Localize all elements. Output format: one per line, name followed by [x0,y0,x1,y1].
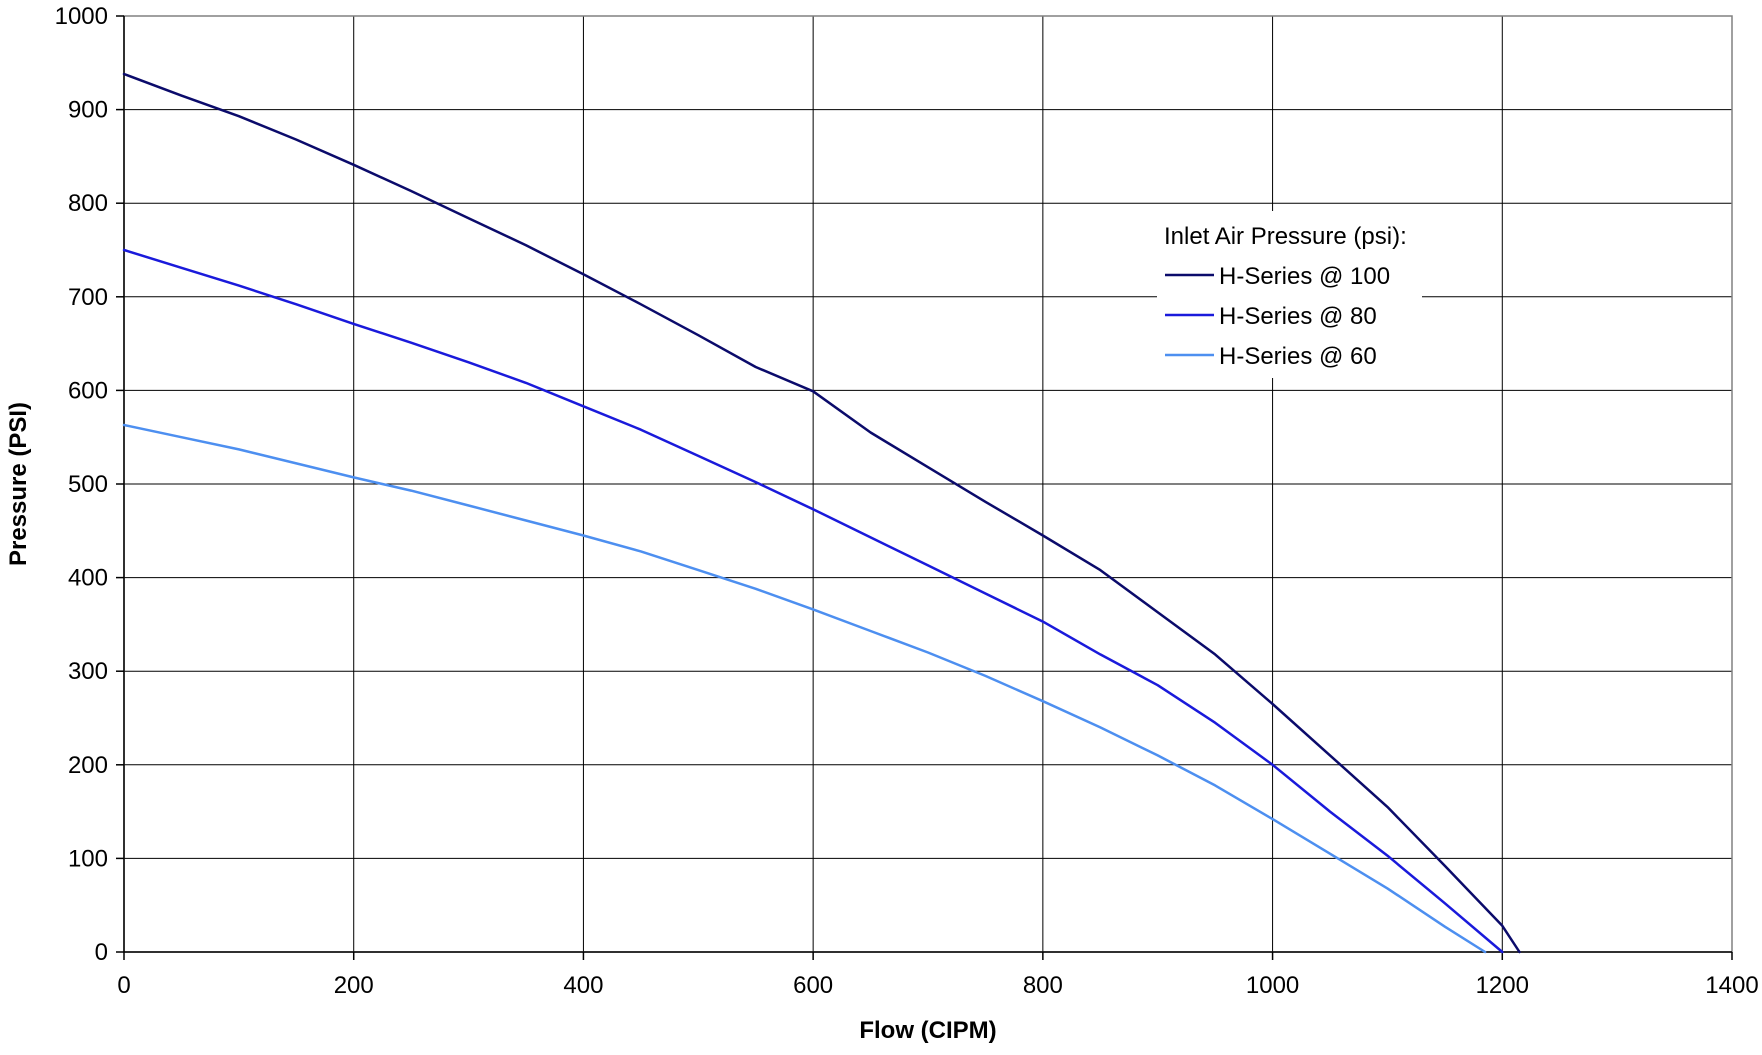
y-axis-title: Pressure (PSI) [5,402,32,566]
x-tick-label: 1400 [1705,972,1758,999]
y-tick-label: 700 [68,284,108,311]
series-line-3 [122,423,1487,954]
series-lines [122,72,1521,954]
x-tick-label: 400 [563,972,603,999]
x-tick-label: 600 [793,972,833,999]
x-tick-label: 1200 [1476,972,1529,999]
y-tick-label: 300 [68,658,108,685]
legend-label-2: H-Series @ 80 [1219,303,1377,330]
legend-label-1: H-Series @ 100 [1219,263,1390,290]
legend: Inlet Air Pressure (psi): H-Series @ 100 H… [1157,211,1422,378]
legend-title: Inlet Air Pressure (psi): [1164,223,1407,250]
legend-label-3: H-Series @ 60 [1219,343,1377,370]
y-tick-label: 100 [68,845,108,872]
grid [124,15,1733,952]
y-tick-label: 600 [68,377,108,404]
x-tick-label: 0 [117,972,130,999]
series-line-2 [122,248,1504,954]
y-tick-label: 200 [68,752,108,779]
y-tick-label: 500 [68,471,108,498]
x-tick-label: 200 [334,972,374,999]
y-tick-label: 0 [95,939,108,966]
x-tick-label: 1000 [1246,972,1299,999]
y-tick-label: 800 [68,190,108,217]
x-axis-title: Flow (CIPM) [859,1017,996,1044]
y-tick-label: 400 [68,565,108,592]
y-tick-label: 1000 [55,3,108,30]
y-tick-label: 900 [68,97,108,124]
series-line-1 [122,72,1521,954]
axes: 0 100 200 300 400 500 600 700 800 900 1000 0 200 400 6… [55,3,1759,999]
x-tick-label: 800 [1023,972,1063,999]
legend-box [1157,211,1422,378]
